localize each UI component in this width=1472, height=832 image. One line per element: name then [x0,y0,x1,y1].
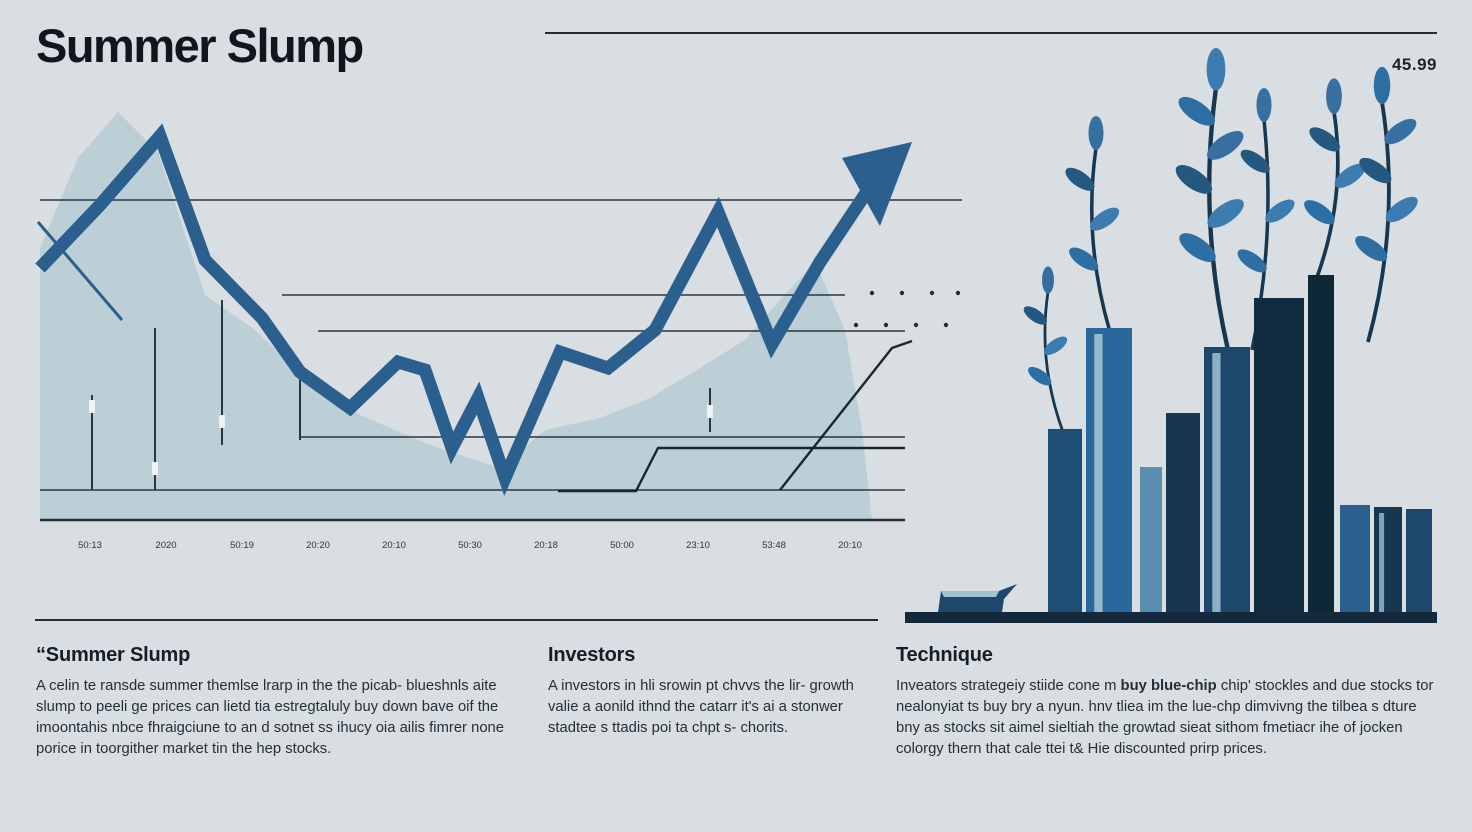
x-tick-label: 20:18 [534,540,558,551]
plant-leaf-icon [1240,149,1270,173]
section-heading: “Summer Slump [36,644,191,666]
section-heading: Investors [548,644,636,666]
plant-leaf-icon [1023,306,1047,325]
price-line [35,123,874,497]
plant-leaf-icon [1334,163,1366,188]
dotted-mark [869,290,875,296]
building-bar [1406,509,1432,613]
building-bar [1166,413,1200,613]
building-bar [1204,347,1250,613]
building-bar [1308,275,1334,613]
plant-leaf-icon [1207,199,1244,228]
plant-leaf-icon [1042,266,1054,294]
plant-leaf-icon [1179,233,1216,262]
plant-leaf-icon [1206,48,1226,91]
plant-leaf-icon [1207,130,1244,160]
candle-mark [707,405,713,418]
illustration-base [905,612,1437,623]
step-line [558,446,905,493]
x-tick-label: 53:48 [762,540,786,551]
plant-leaf-icon [1237,249,1267,273]
building-bar-stripe [1379,513,1385,613]
section-technique: Technique Inveators strategeiy stiide co… [896,644,1437,760]
building-bar [1254,298,1304,613]
x-tick-label: 20:10 [382,540,406,551]
building-bar-stripe [1212,353,1221,613]
building-bar [1140,467,1162,613]
plant-leaf-icon [1373,66,1391,105]
plant-leaf-icon [1043,336,1068,356]
plant-leaf-icon [1175,165,1213,194]
body-text-bold: buy blue-chip [1120,678,1217,694]
plant-leaf-icon [1384,118,1417,145]
teapot-lid [941,591,999,597]
plant-stem [1043,291,1065,433]
x-tick-label: 20:20 [306,540,330,551]
plant-leaf-icon [1065,167,1095,191]
plant-leaf-icon [1256,88,1272,122]
dotted-mark [955,290,961,296]
plant-leaf-icon [1089,207,1120,231]
building-bar [1048,429,1082,613]
arrow-head-icon [842,142,912,226]
dotted-mark [899,290,905,296]
section-body: A celin te ransde summer themlse lrarp i… [36,678,505,757]
section-investors: Investors A investors in hli srowin pt c… [548,644,866,760]
plant-leaf-icon [1088,116,1104,150]
footer-sections: “Summer Slump A celin te ransde summer t… [36,644,1437,760]
teapot-icon [938,584,1017,612]
dotted-mark [943,322,949,328]
step-line [779,339,913,491]
plant-stem [1090,147,1112,333]
dotted-mark [913,322,919,328]
building-bar [1340,505,1370,613]
section-summer-slump: “Summer Slump A celin te ransde summer t… [36,644,518,760]
plant-leaf-icon [1309,127,1340,152]
plant-leaf-icon [1359,157,1392,184]
candle-mark [152,462,158,475]
plant-leaf-icon [1265,199,1295,223]
page-title: Summer Slump [36,19,364,72]
plant-leaf-icon [1355,235,1388,262]
x-tick-label: 23:10 [686,540,710,551]
plant-leaf-icon [1385,196,1418,223]
price-value: 45.99 [1391,55,1437,74]
body-text: chip' stockles and due stocks tor nealon… [896,678,1434,757]
chart-area-silhouette [40,112,872,520]
plant-leaf-icon [1304,200,1335,225]
building-bar [1374,507,1402,613]
dotted-mark [929,290,935,296]
x-tick-label: 50:13 [78,540,102,551]
section-body: Inveators strategeiy stiide cone m buy b… [896,676,1437,760]
x-tick-label: 50:00 [610,540,634,551]
plant-stem [1314,111,1340,281]
x-tick-label: 50:30 [458,540,482,551]
section-heading: Technique [896,644,993,666]
plant-leaf-icon [1028,366,1052,386]
x-tick-label: 50:19 [230,540,254,551]
plant-stem [1366,101,1391,343]
accent-line [36,221,124,321]
body-text: Inveators strategeiy stiide cone m [896,678,1121,694]
x-tick-label: 2020 [155,540,176,551]
candle-mark [89,400,95,413]
plant-leaf-icon [1178,96,1215,126]
plant-leaf-icon [1326,78,1342,115]
dotted-mark [883,322,889,328]
candle-mark [219,415,225,428]
section-body: A investors in hli srowin pt chvvs the l… [548,678,854,736]
building-bar-stripe [1094,334,1103,613]
plant-leaf-icon [1069,247,1099,271]
building-bar [1086,328,1132,613]
x-tick-label: 20:10 [838,540,862,551]
dotted-mark [853,322,859,328]
